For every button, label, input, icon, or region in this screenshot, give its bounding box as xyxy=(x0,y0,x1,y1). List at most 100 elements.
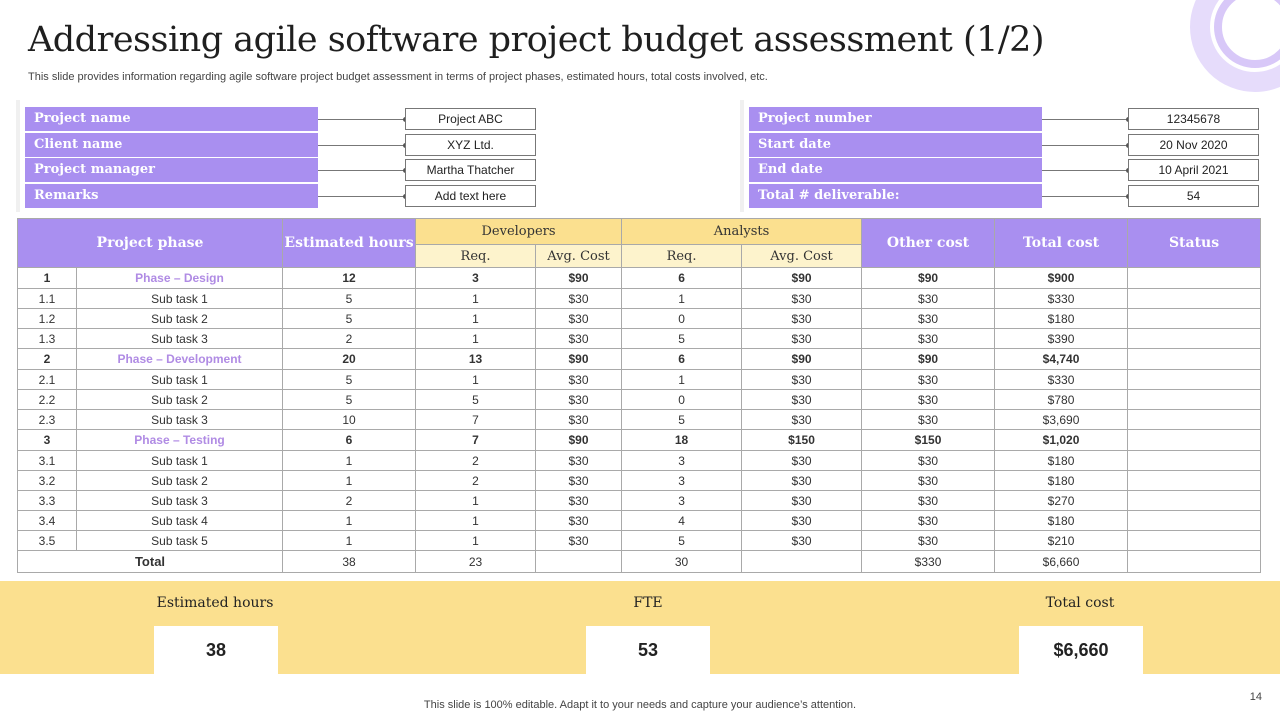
table-row: 2.2 Sub task 2 5 5 $30 0 $30 $30 $780 xyxy=(17,389,1262,410)
cell-hours: 5 xyxy=(282,369,417,390)
cell-phase-name: Sub task 3 xyxy=(75,409,284,430)
info-label: Total # deliverable: xyxy=(749,184,1042,208)
cell-dev-req: 1 xyxy=(415,530,537,551)
cell-total-cost: $780 xyxy=(994,389,1129,410)
cell-an-req: 18 xyxy=(621,429,743,451)
total-an-req: 30 xyxy=(621,550,743,573)
cell-other-cost: $30 xyxy=(861,450,996,471)
cell-dev-req: 1 xyxy=(415,510,537,531)
header-project-phase: Project phase xyxy=(16,218,284,268)
phase-row: 2 Phase – Development 20 13 $90 6 $90 $90 $4,740 xyxy=(17,348,1262,370)
cell-an-req: 4 xyxy=(621,510,743,531)
cell-total-cost: $3,690 xyxy=(994,409,1129,430)
cell-status xyxy=(1127,409,1262,430)
footer-note: This slide is 100% editable. Adapt it to… xyxy=(423,699,857,711)
cell-status xyxy=(1127,490,1262,511)
cell-an-req: 5 xyxy=(621,328,743,349)
info-value: Add text here xyxy=(405,185,536,207)
cell-hours: 2 xyxy=(282,490,417,511)
cell-dev-cost: $30 xyxy=(535,308,623,329)
total-hours: 38 xyxy=(282,550,417,573)
cell-dev-req: 1 xyxy=(415,490,537,511)
cell-hours: 1 xyxy=(282,530,417,551)
cell-phase-name: Sub task 1 xyxy=(75,288,284,309)
cell-an-cost: $90 xyxy=(741,348,863,370)
cell-dev-req: 1 xyxy=(415,308,537,329)
cell-other-cost: $90 xyxy=(861,348,996,370)
cell-phase-name: Sub task 2 xyxy=(75,389,284,410)
budget-table: Project phase Estimated hours Developers… xyxy=(16,218,1262,573)
cell-id: 1.2 xyxy=(17,308,77,329)
cell-status xyxy=(1127,348,1262,370)
cell-total-cost: $330 xyxy=(994,369,1129,390)
cell-hours: 12 xyxy=(282,267,417,289)
cell-an-cost: $90 xyxy=(741,267,863,289)
total-dev-cost xyxy=(535,550,623,573)
total-row: Total 38 23 30 $330 $6,660 xyxy=(16,550,1262,573)
cell-an-req: 5 xyxy=(621,409,743,430)
connector-line xyxy=(1042,119,1130,120)
cell-other-cost: $30 xyxy=(861,530,996,551)
info-label: Client name xyxy=(25,133,318,157)
cell-total-cost: $180 xyxy=(994,470,1129,491)
info-label: Project manager xyxy=(25,158,318,182)
cell-hours: 1 xyxy=(282,470,417,491)
cell-total-cost: $270 xyxy=(994,490,1129,511)
cell-dev-cost: $30 xyxy=(535,369,623,390)
block-edge xyxy=(16,100,20,212)
cell-status xyxy=(1127,328,1262,349)
total-dev-req: 23 xyxy=(415,550,537,573)
cell-dev-cost: $30 xyxy=(535,389,623,410)
cell-hours: 2 xyxy=(282,328,417,349)
cell-id: 3.4 xyxy=(17,510,77,531)
cell-an-req: 6 xyxy=(621,348,743,370)
cell-other-cost: $30 xyxy=(861,308,996,329)
cell-dev-req: 1 xyxy=(415,328,537,349)
page-title: Addressing agile software project budget… xyxy=(28,20,1045,60)
info-value: 10 April 2021 xyxy=(1128,159,1259,181)
cell-id: 2.3 xyxy=(17,409,77,430)
cell-total-cost: $180 xyxy=(994,308,1129,329)
project-info-left: Project name Project ABC Client name XYZ… xyxy=(16,100,738,212)
cell-id: 2.1 xyxy=(17,369,77,390)
header-other-cost: Other cost xyxy=(861,218,996,268)
cell-an-cost: $30 xyxy=(741,288,863,309)
cell-total-cost: $1,020 xyxy=(994,429,1129,451)
cell-dev-req: 2 xyxy=(415,450,537,471)
cell-an-cost: $30 xyxy=(741,409,863,430)
cell-dev-req: 2 xyxy=(415,470,537,491)
info-value: Project ABC xyxy=(405,108,536,130)
cell-other-cost: $90 xyxy=(861,267,996,289)
cell-phase-name: Phase – Testing xyxy=(75,429,284,451)
subheader-dev-req: Req. xyxy=(415,244,537,268)
summary-hours-value: 38 xyxy=(154,626,278,674)
table-row: 2.3 Sub task 3 10 7 $30 5 $30 $30 $3,690 xyxy=(17,409,1262,430)
cell-other-cost: $30 xyxy=(861,490,996,511)
table-row: 3.4 Sub task 4 1 1 $30 4 $30 $30 $180 xyxy=(17,510,1262,531)
subheader-dev-avg-cost: Avg. Cost xyxy=(535,244,623,268)
cell-an-cost: $30 xyxy=(741,328,863,349)
cell-dev-cost: $90 xyxy=(535,267,623,289)
cell-dev-cost: $30 xyxy=(535,328,623,349)
cell-dev-cost: $30 xyxy=(535,409,623,430)
cell-phase-name: Sub task 2 xyxy=(75,470,284,491)
header-estimated-hours: Estimated hours xyxy=(282,218,417,268)
cell-dev-req: 7 xyxy=(415,409,537,430)
cell-dev-req: 7 xyxy=(415,429,537,451)
info-value: 12345678 xyxy=(1128,108,1259,130)
cell-status xyxy=(1127,510,1262,531)
info-value: XYZ Ltd. xyxy=(405,134,536,156)
block-edge xyxy=(740,100,744,212)
subheader-row: Req. Avg. Cost Req. Avg. Cost xyxy=(18,244,1261,268)
cell-phase-name: Phase – Design xyxy=(75,267,284,289)
cell-status xyxy=(1127,389,1262,410)
header-status: Status xyxy=(1127,218,1262,268)
total-an-cost xyxy=(741,550,863,573)
table-row: 3.2 Sub task 2 1 2 $30 3 $30 $30 $180 xyxy=(17,470,1262,491)
subheader-an-req: Req. xyxy=(621,244,743,268)
cell-phase-name: Sub task 4 xyxy=(75,510,284,531)
cell-hours: 5 xyxy=(282,288,417,309)
cell-an-req: 0 xyxy=(621,308,743,329)
connector-line xyxy=(318,145,406,146)
cell-status xyxy=(1127,470,1262,491)
